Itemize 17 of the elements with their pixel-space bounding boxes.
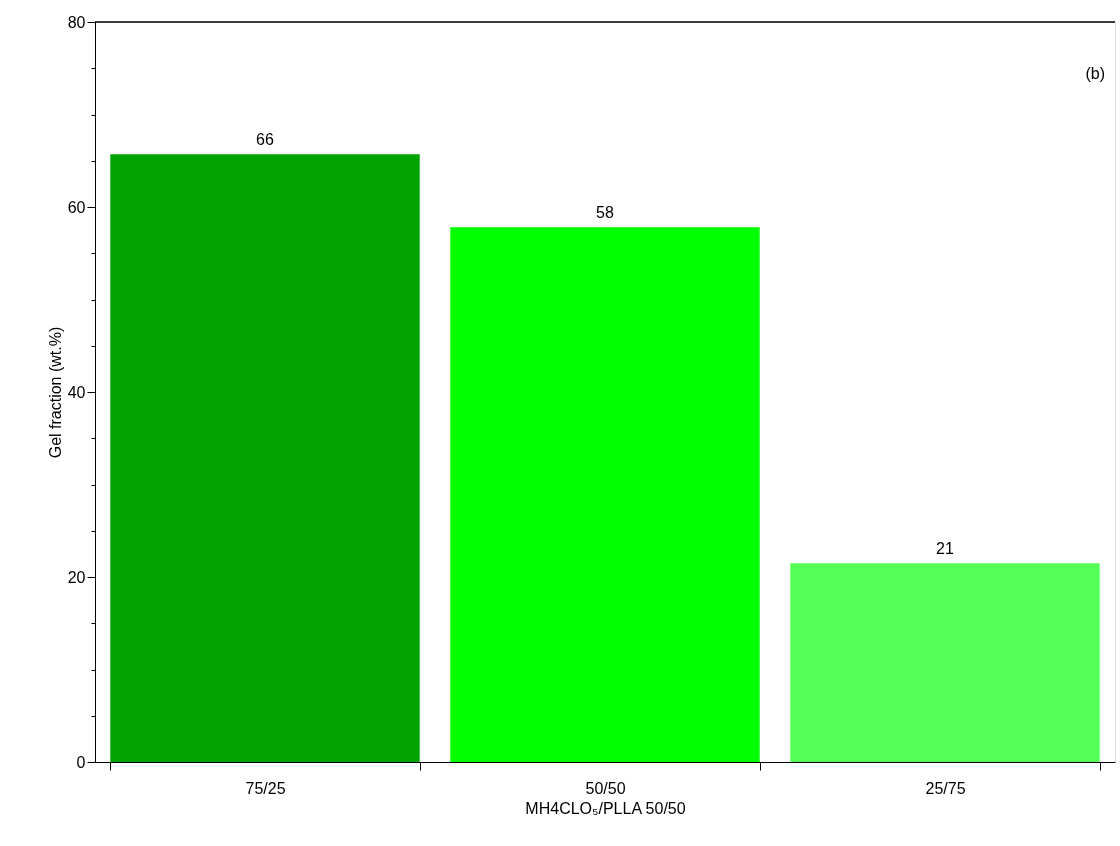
x-axis-title: MH4CLO₅/PLLA 50/50: [525, 799, 686, 817]
y-tick-label: 20: [67, 568, 86, 586]
y-tick-label: 60: [67, 198, 86, 216]
data-label: 58: [596, 204, 614, 222]
x-tick-label: 25/75: [925, 779, 966, 797]
x-tick-label: 50/50: [585, 779, 626, 797]
y-tick-label: 0: [76, 753, 86, 771]
y-axis-title: Gel fraction (wt.%): [46, 326, 64, 459]
bar: [110, 154, 420, 762]
x-tick-label: 75/25: [245, 779, 286, 797]
y-tick-label: 40: [67, 383, 86, 401]
data-label: 66: [256, 131, 274, 149]
y-tick-label: 80: [67, 13, 86, 31]
bar: [450, 227, 760, 762]
bar: [790, 563, 1100, 762]
annotation: (b): [1085, 65, 1105, 82]
data-label: 21: [936, 540, 954, 558]
